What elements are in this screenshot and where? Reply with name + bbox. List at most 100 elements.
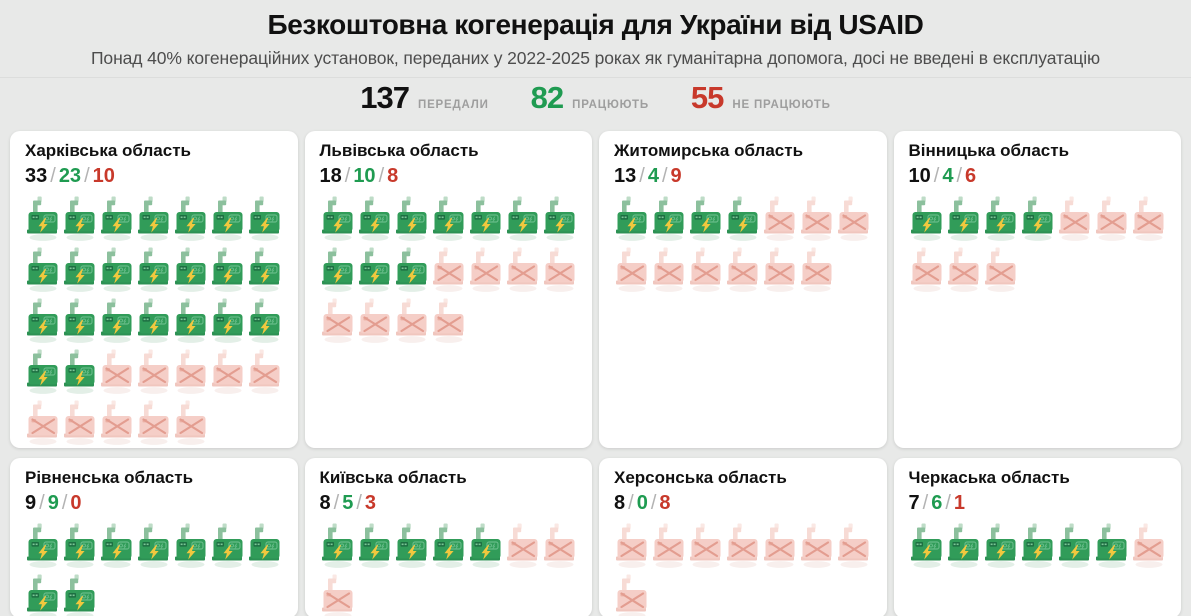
region-card: Житомирська область 13/4/9 <box>599 131 887 448</box>
generator-broken-icon <box>762 522 799 569</box>
generator-working-icon <box>25 522 62 569</box>
count-separator: / <box>661 165 668 187</box>
generator-working-icon <box>983 522 1020 569</box>
count-separator: / <box>650 492 657 514</box>
generator-working-icon <box>431 522 468 569</box>
count-separator: / <box>344 165 351 187</box>
generator-working-icon <box>247 246 284 293</box>
generator-working-icon <box>99 195 136 242</box>
count-separator: / <box>356 492 362 514</box>
stat-broken: 55 НЕ ПРАЦЮЮТЬ <box>691 80 831 116</box>
count-separator: / <box>639 165 645 187</box>
region-card: Херсонська область 8/0/8 <box>599 458 887 616</box>
generator-working-icon <box>431 195 468 242</box>
count-broken: 1 <box>953 492 965 514</box>
generator-broken-icon <box>651 246 688 293</box>
region-counts: 8/5/3 <box>320 491 581 516</box>
generator-working-icon <box>247 522 284 569</box>
generator-working-icon <box>25 297 62 344</box>
stat-working-label: ПРАЦЮЮТЬ <box>572 99 649 111</box>
stat-broken-value: 55 <box>690 80 724 115</box>
generator-icons <box>614 195 875 297</box>
generator-working-icon <box>173 195 210 242</box>
count-separator: / <box>956 165 962 187</box>
stat-transferred-label: ПЕРЕДАЛИ <box>418 99 489 111</box>
generator-working-icon <box>173 297 210 344</box>
generator-working-icon <box>173 246 210 293</box>
generator-broken-icon <box>394 297 431 344</box>
stat-broken-label: НЕ ПРАЦЮЮТЬ <box>732 99 831 111</box>
summary-stats: 137 ПЕРЕДАЛИ 82 ПРАЦЮЮТЬ 55 НЕ ПРАЦЮЮТЬ <box>0 80 1191 116</box>
generator-broken-icon <box>431 246 468 293</box>
header-divider <box>0 77 1191 78</box>
generator-broken-icon <box>505 246 542 293</box>
generator-broken-icon <box>505 522 542 569</box>
generator-broken-icon <box>136 399 173 446</box>
count-working: 23 <box>58 165 82 187</box>
count-separator: / <box>39 492 45 514</box>
generator-icons <box>25 522 286 616</box>
region-name: Вінницька область <box>908 141 1070 160</box>
generator-icons <box>25 195 286 448</box>
generator-broken-icon <box>799 195 836 242</box>
stat-working: 82 ПРАЦЮЮТЬ <box>531 80 649 116</box>
count-broken: 6 <box>965 165 977 187</box>
generator-working-icon <box>320 195 357 242</box>
region-name: Львівська область <box>319 141 479 160</box>
generator-working-icon <box>136 246 173 293</box>
generator-working-icon <box>62 297 99 344</box>
region-name: Київська область <box>319 468 467 487</box>
generator-broken-icon <box>99 399 136 446</box>
count-broken: 0 <box>70 492 82 514</box>
region-counts: 10/4/6 <box>909 164 1170 189</box>
generator-broken-icon <box>1131 522 1168 569</box>
generator-broken-icon <box>247 348 284 395</box>
generator-working-icon <box>25 573 62 616</box>
generator-icons <box>320 522 581 616</box>
generator-working-icon <box>983 195 1020 242</box>
generator-working-icon <box>946 195 983 242</box>
count-working: 10 <box>353 165 376 187</box>
generator-working-icon <box>909 195 946 242</box>
generator-broken-icon <box>62 399 99 446</box>
generator-working-icon <box>136 522 173 569</box>
count-broken: 3 <box>364 492 376 514</box>
generator-working-icon <box>136 297 173 344</box>
generator-working-icon <box>99 522 136 569</box>
generator-broken-icon <box>320 297 357 344</box>
generator-broken-icon <box>1094 195 1131 242</box>
generator-broken-icon <box>25 399 62 446</box>
generator-working-icon <box>1020 195 1057 242</box>
stat-transferred-value: 137 <box>360 80 410 115</box>
generator-working-icon <box>62 246 99 293</box>
count-broken: 8 <box>387 165 399 187</box>
generator-working-icon <box>25 348 62 395</box>
generator-working-icon <box>468 522 505 569</box>
generator-broken-icon <box>614 522 651 569</box>
region-counts: 13/4/9 <box>614 164 875 189</box>
region-counts: 8/0/8 <box>614 491 875 516</box>
generator-broken-icon <box>836 522 873 569</box>
region-card: Львівська область 18/10/8 <box>304 131 592 448</box>
generator-working-icon <box>62 195 99 242</box>
count-total: 13 <box>614 165 637 187</box>
region-name: Рівненська область <box>25 468 194 487</box>
generator-working-icon <box>357 522 394 569</box>
generator-broken-icon <box>614 573 651 616</box>
generator-broken-icon <box>173 399 210 446</box>
generator-broken-icon <box>651 522 688 569</box>
generator-working-icon <box>651 195 688 242</box>
generator-working-icon <box>136 195 173 242</box>
generator-broken-icon <box>799 522 836 569</box>
region-cards: Харківська область 33/23/10 Львівська об… <box>0 131 1191 616</box>
region-name: Херсонська область <box>614 468 787 487</box>
header: Безкоштовна когенерація для України від … <box>0 0 1191 116</box>
generator-working-icon <box>725 195 762 242</box>
generator-broken-icon <box>431 297 468 344</box>
generator-working-icon <box>909 522 946 569</box>
generator-working-icon <box>173 522 210 569</box>
page-title: Безкоштовна когенерація для України від … <box>267 9 924 40</box>
region-card: Харківська область 33/23/10 <box>10 131 298 448</box>
count-working: 9 <box>47 492 59 514</box>
count-separator: / <box>378 165 385 187</box>
